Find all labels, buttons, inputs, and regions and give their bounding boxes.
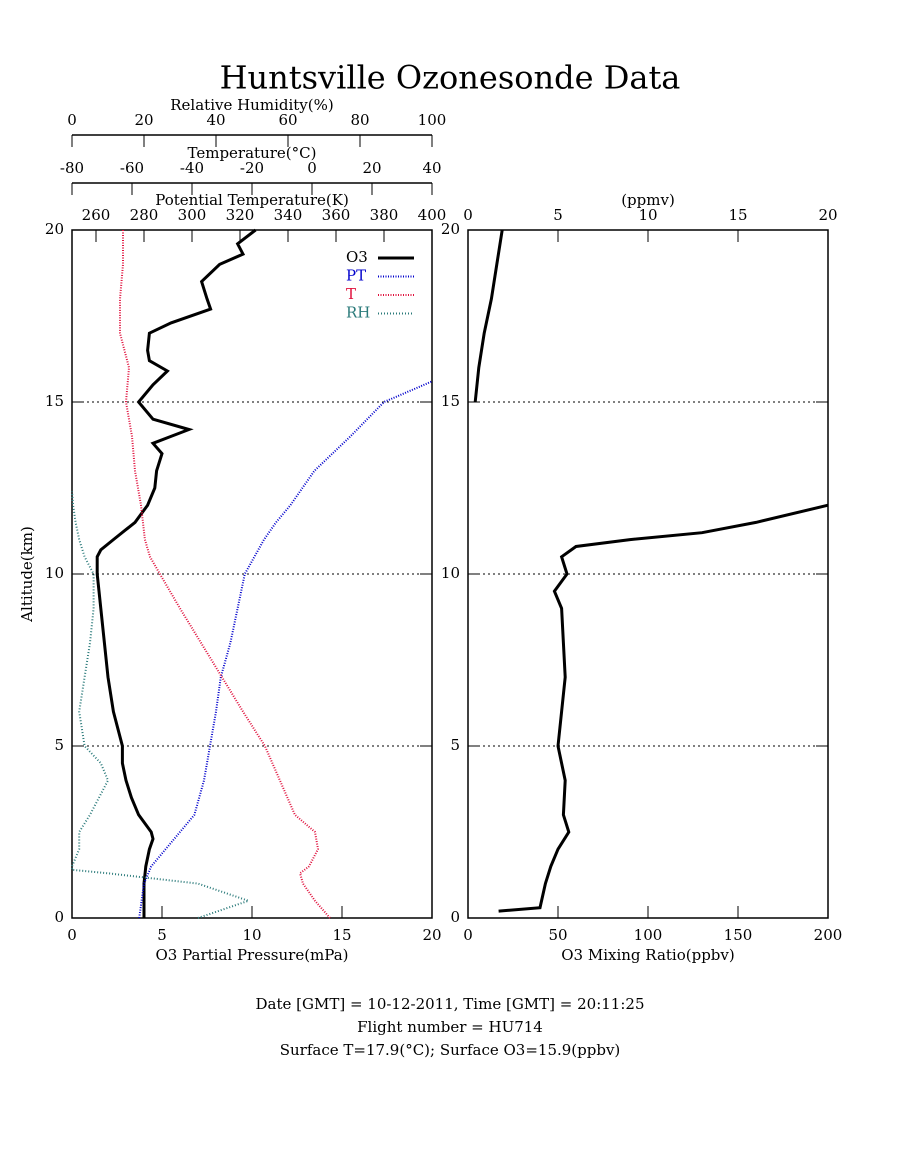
- x-axis-label: O3 Partial Pressure(mPa): [155, 946, 348, 964]
- legend-label: RH: [346, 304, 370, 322]
- x-top-axis-label: (ppmv): [621, 191, 675, 209]
- x-tick-label: 0: [463, 926, 473, 944]
- legend-label: O3: [346, 248, 368, 266]
- x-top-tick-label: 260: [82, 206, 111, 224]
- x-tick-label: 10: [242, 926, 261, 944]
- x-top-tick-label: 0: [307, 159, 317, 177]
- x-top-tick-label: -60: [120, 159, 144, 177]
- legend-label: T: [346, 285, 356, 303]
- x-top-tick-label: 0: [463, 206, 473, 224]
- x-top-tick-label: -40: [180, 159, 204, 177]
- legend-label: PT: [346, 267, 366, 285]
- x-top-tick-label: -20: [240, 159, 264, 177]
- x-top-tick-label: 380: [370, 206, 399, 224]
- x-top-tick-label: 10: [638, 206, 657, 224]
- x-top-tick-label: 40: [206, 111, 225, 129]
- y-tick-label: 10: [441, 564, 460, 582]
- y-tick-label: 10: [45, 564, 64, 582]
- x-top-tick-label: 300: [178, 206, 207, 224]
- x-top-tick-label: 320: [226, 206, 255, 224]
- data-line: [119, 230, 331, 919]
- x-top-tick-label: 100: [418, 111, 447, 129]
- x-top-tick-label: 0: [67, 111, 77, 129]
- x-top-tick-label: 20: [134, 111, 153, 129]
- footer-line: Date [GMT] = 10-12-2011, Time [GMT] = 20…: [255, 995, 644, 1013]
- x-tick-label: 0: [67, 926, 77, 944]
- x-top-tick-label: 360: [322, 206, 351, 224]
- y-tick-label: 5: [54, 736, 64, 754]
- x-tick-label: 200: [814, 926, 843, 944]
- y-tick-label: 0: [450, 908, 460, 926]
- x-top-tick-label: 400: [418, 206, 447, 224]
- x-axis-label: O3 Mixing Ratio(ppbv): [561, 946, 734, 964]
- x-top-tick-label: 280: [130, 206, 159, 224]
- x-top-tick-label: 340: [274, 206, 303, 224]
- x-top-axis-label: Potential Temperature(K): [155, 191, 349, 209]
- x-top-tick-label: 80: [350, 111, 369, 129]
- x-top-tick-label: 5: [553, 206, 563, 224]
- x-top-tick-label: 20: [818, 206, 837, 224]
- x-tick-label: 50: [548, 926, 567, 944]
- x-top-tick-label: 20: [362, 159, 381, 177]
- y-axis-label: Altitude(km): [18, 526, 36, 623]
- footer-line: Flight number = HU714: [357, 1018, 543, 1036]
- x-top-tick-label: -80: [60, 159, 84, 177]
- page-title: Huntsville Ozonesonde Data: [220, 59, 681, 97]
- y-tick-label: 20: [441, 220, 460, 238]
- x-tick-label: 5: [157, 926, 167, 944]
- x-tick-label: 150: [724, 926, 753, 944]
- footer-line: Surface T=17.9(°C); Surface O3=15.9(ppbv…: [280, 1041, 621, 1059]
- data-line: [138, 380, 433, 919]
- y-tick-label: 20: [45, 220, 64, 238]
- y-tick-label: 0: [54, 908, 64, 926]
- x-top-tick-label: 60: [278, 111, 297, 129]
- x-top-axis-label: Relative Humidity(%): [170, 96, 333, 114]
- x-top-tick-label: 15: [728, 206, 747, 224]
- data-line: [473, 229, 504, 403]
- data-line: [95, 228, 257, 918]
- y-tick-label: 5: [450, 736, 460, 754]
- x-top-axis-label: Temperature(°C): [188, 144, 317, 162]
- x-tick-label: 100: [634, 926, 663, 944]
- x-tick-label: 15: [332, 926, 351, 944]
- data-line: [498, 503, 829, 913]
- x-tick-label: 20: [422, 926, 441, 944]
- x-top-tick-label: 40: [422, 159, 441, 177]
- y-tick-label: 15: [441, 392, 460, 410]
- y-tick-label: 15: [45, 392, 64, 410]
